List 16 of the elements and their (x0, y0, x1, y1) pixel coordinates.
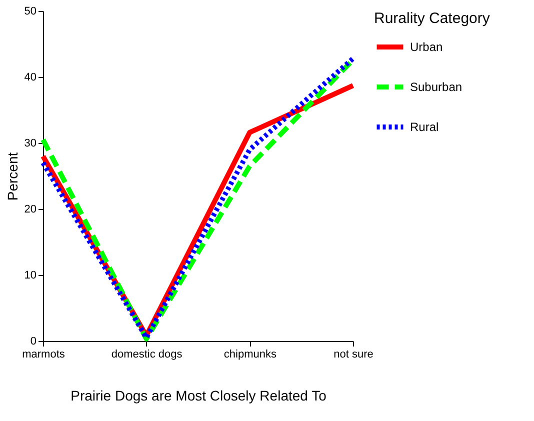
y-tick-label: 0 (30, 336, 36, 348)
y-tick-label: 30 (24, 138, 36, 150)
legend-label: Suburban (410, 80, 462, 94)
y-tick-label: 20 (24, 204, 36, 216)
x-tick-label: not sure (334, 348, 374, 360)
legend-title: Rurality Category (374, 10, 490, 27)
y-tick-label: 40 (24, 72, 36, 84)
x-axis-title: Prairie Dogs are Most Closely Related To (70, 388, 327, 404)
x-tick-label: domestic dogs (111, 348, 183, 360)
legend-label: Rural (410, 120, 439, 134)
y-axis-title: Percent (4, 152, 20, 201)
y-tick-label: 50 (24, 6, 36, 18)
x-tick-label: marmots (22, 348, 66, 360)
y-tick-label: 10 (24, 270, 36, 282)
x-tick-label: chipmunks (224, 348, 277, 360)
legend-label: Urban (410, 40, 443, 54)
